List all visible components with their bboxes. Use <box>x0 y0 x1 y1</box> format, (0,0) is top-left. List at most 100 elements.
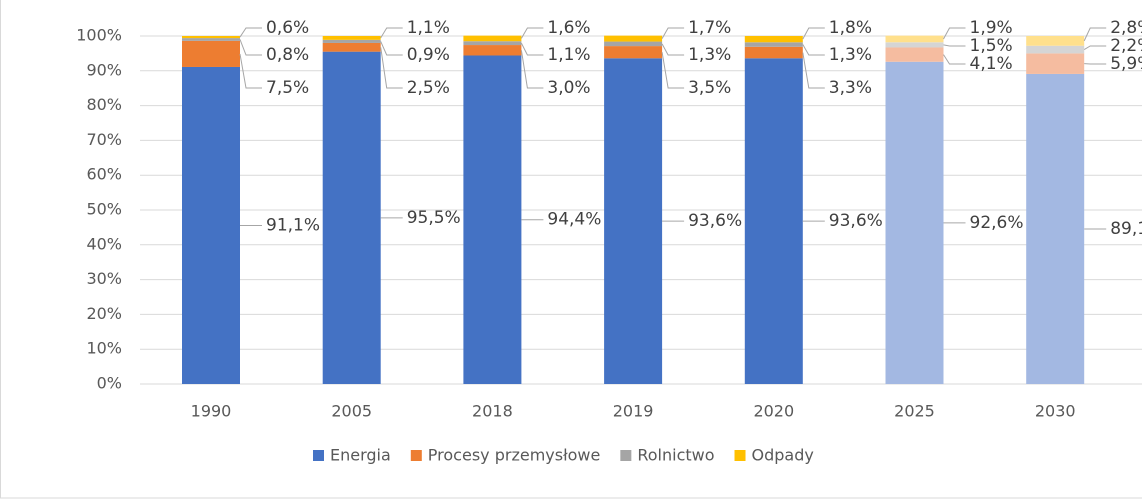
legend-label: Energia <box>330 446 391 465</box>
y-tick-label: 100% <box>76 26 122 45</box>
data-label: 94,4% <box>547 210 601 230</box>
leader-line <box>239 27 262 38</box>
legend-swatch <box>620 450 632 461</box>
data-label: 3,0% <box>547 78 590 98</box>
bar-segment <box>182 40 240 67</box>
y-tick-label: 40% <box>86 234 122 253</box>
data-label: 3,5% <box>688 78 731 98</box>
leader-line <box>520 50 544 89</box>
bar-segment <box>744 46 803 59</box>
y-tick-label: 60% <box>86 165 122 184</box>
bar-segment <box>885 42 944 48</box>
bar-segment <box>463 41 522 46</box>
data-label: 93,6% <box>829 211 883 231</box>
bar-segment <box>182 36 240 39</box>
leader-line <box>239 39 262 56</box>
x-tick-label: 2005 <box>331 402 372 421</box>
y-tick-label: 80% <box>86 95 122 114</box>
data-label: 1,1% <box>407 18 450 38</box>
leader-line <box>380 27 403 39</box>
bar-segment <box>182 66 240 385</box>
legend-swatch <box>734 450 746 461</box>
x-tick-label: 2019 <box>613 402 654 421</box>
data-label: 0,8% <box>266 45 309 65</box>
data-label: 93,6% <box>688 211 742 231</box>
bar-segment <box>604 46 663 59</box>
bar-segment <box>322 36 381 40</box>
data-label: 2,8% <box>1110 18 1142 38</box>
y-tick-label: 90% <box>86 60 122 79</box>
leader-line <box>943 27 966 40</box>
leader-line <box>943 44 966 47</box>
leader-line <box>802 27 825 40</box>
bar-segment <box>463 35 522 42</box>
data-label: 7,5% <box>266 78 309 98</box>
bar-segment <box>322 42 381 52</box>
y-tick-label: 0% <box>97 374 122 393</box>
data-label: 2,2% <box>1110 36 1142 56</box>
bar-segment <box>322 51 381 384</box>
x-tick-label: 2030 <box>1035 402 1076 421</box>
leader-line <box>380 47 403 89</box>
data-label: 1,3% <box>829 45 872 65</box>
leader-line <box>1083 27 1107 42</box>
bar-segment <box>604 41 663 47</box>
legend-label: Odpady <box>752 446 814 465</box>
data-label: 1,7% <box>688 18 731 38</box>
bar-segment <box>744 58 803 384</box>
bar-segment <box>322 39 381 43</box>
legend-label: Procesy przemysłowe <box>428 446 601 465</box>
bar-segment <box>885 35 944 43</box>
leader-line <box>802 44 825 56</box>
bar-segment <box>1026 45 1085 54</box>
leader-line <box>661 52 685 89</box>
legend-swatch <box>313 450 324 461</box>
data-label: 5,9% <box>1110 54 1142 74</box>
leader-line <box>520 42 544 56</box>
data-label: 1,8% <box>829 18 872 38</box>
leader-line <box>661 27 685 39</box>
data-label: 1,3% <box>688 45 731 65</box>
x-tick-label: 2025 <box>894 402 935 421</box>
x-tick-label: 1990 <box>191 402 232 421</box>
y-tick-label: 50% <box>86 200 122 219</box>
y-tick-label: 30% <box>86 269 122 288</box>
data-label: 95,5% <box>407 208 461 228</box>
data-label: 0,9% <box>407 45 450 65</box>
data-label: 89,1% <box>1110 219 1142 239</box>
bar-segment <box>604 58 663 384</box>
leader-line <box>380 41 403 56</box>
data-label: 92,6% <box>970 213 1024 233</box>
bar-segment <box>463 45 522 56</box>
leader-line <box>943 54 966 65</box>
data-label: 1,1% <box>547 45 590 65</box>
data-label: 1,9% <box>970 18 1013 38</box>
legend-label: Rolnictwo <box>637 446 714 465</box>
bar-segment <box>604 35 663 42</box>
leader-line <box>1083 45 1107 51</box>
x-tick-label: 2020 <box>753 402 794 421</box>
bar-segment <box>744 36 803 43</box>
y-tick-label: 70% <box>86 130 122 149</box>
bar-segment <box>885 61 944 384</box>
data-label: 2,5% <box>407 78 450 98</box>
y-tick-label: 10% <box>86 339 122 358</box>
data-label: 3,3% <box>829 78 872 98</box>
leader-line <box>520 27 544 39</box>
bar-segment <box>182 38 240 41</box>
leader-line <box>239 53 262 89</box>
data-label: 4,1% <box>970 54 1013 74</box>
data-label: 91,1% <box>266 215 320 235</box>
legend-swatch <box>410 450 422 461</box>
x-tick-label: 2018 <box>472 402 513 421</box>
bar-segment <box>1026 36 1085 46</box>
bar-segment <box>744 42 803 47</box>
leader-line <box>802 52 825 89</box>
y-tick-label: 20% <box>86 304 122 323</box>
bar-segment <box>1026 73 1085 384</box>
data-label: 0,6% <box>266 18 309 38</box>
leader-line <box>661 43 685 56</box>
data-label: 1,6% <box>547 18 590 38</box>
